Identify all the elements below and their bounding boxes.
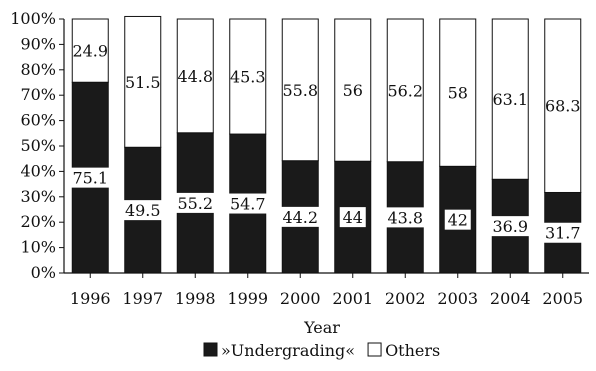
- legend-label-others: Others: [385, 341, 440, 360]
- y-tick-label: 60%: [20, 111, 56, 130]
- y-tick-label: 80%: [20, 60, 56, 79]
- x-tick-label: 2005: [542, 289, 583, 308]
- x-tick-label: 1999: [227, 289, 268, 308]
- data-label: 24.9: [72, 42, 108, 61]
- y-tick-label: 90%: [20, 34, 56, 53]
- x-tick-label: 2003: [437, 289, 478, 308]
- bar-segment-others: [334, 18, 372, 162]
- data-label-box: [68, 167, 113, 188]
- legend: »Undergrading« Others: [203, 341, 440, 360]
- data-label: 43.8: [387, 208, 423, 227]
- bar-segment-others: [176, 18, 214, 134]
- data-label-box: [383, 207, 428, 228]
- y-tick-label: 40%: [20, 161, 56, 180]
- legend-swatch-others: [367, 342, 382, 357]
- data-label-box: [444, 209, 471, 230]
- x-tick-label: 1998: [175, 289, 216, 308]
- data-label-box: [339, 207, 366, 228]
- data-label: 45.3: [230, 68, 266, 87]
- data-label: 58: [448, 84, 468, 103]
- bar-segment-others: [124, 15, 162, 148]
- x-tick-label: 1997: [122, 289, 163, 308]
- data-label: 54.7: [230, 195, 266, 214]
- y-axis-ticks: 0% 10% 20% 30% 40% 50% 60% 70% 80% 90% 100%: [10, 9, 64, 282]
- bar-segment-others: [439, 18, 477, 167]
- data-label-box: [488, 216, 533, 237]
- data-label-box: [278, 206, 323, 227]
- data-label: 44: [343, 208, 363, 227]
- x-axis-title: Year: [303, 318, 340, 337]
- data-label-box: [173, 192, 218, 213]
- data-label: 68.3: [545, 97, 581, 116]
- data-label: 75.1: [72, 169, 108, 188]
- data-label: 51.5: [125, 73, 161, 92]
- data-label: 55.8: [282, 81, 318, 100]
- x-axis-ticks: 1996 1997 1998 1999 2000 2001 2002 2003 2004 2005: [70, 273, 583, 308]
- x-tick-label: 2002: [385, 289, 426, 308]
- data-label-box: [540, 222, 585, 243]
- y-tick-label: 70%: [20, 85, 56, 104]
- data-label: 31.7: [545, 224, 581, 243]
- y-tick-label: 50%: [20, 136, 56, 155]
- legend-label-undergrading: »Undergrading«: [221, 341, 355, 360]
- data-label: 56: [343, 81, 363, 100]
- bar-segment-others: [386, 18, 424, 163]
- y-tick-label: 0%: [31, 263, 56, 282]
- x-tick-label: 2004: [490, 289, 531, 308]
- legend-swatch-undergrading: [203, 342, 218, 357]
- y-tick-label: 20%: [20, 212, 56, 231]
- data-label: 63.1: [492, 90, 528, 109]
- bar-segment-others: [491, 18, 529, 180]
- x-tick-label: 2000: [280, 289, 321, 308]
- data-label-box: [225, 193, 270, 214]
- bar-segment-others: [71, 18, 109, 83]
- bar-segment-others: [229, 18, 267, 135]
- data-label: 36.9: [492, 217, 528, 236]
- y-tick-label: 30%: [20, 187, 56, 206]
- data-label-box: [120, 200, 165, 221]
- data-label: 44.8: [177, 67, 213, 86]
- bar-segment-others: [281, 18, 319, 162]
- x-tick-label: 1996: [70, 289, 111, 308]
- x-tick-label: 2001: [332, 289, 373, 308]
- bar-segment-others: [544, 18, 582, 193]
- data-label: 56.2: [387, 81, 423, 100]
- data-label: 49.5: [125, 201, 161, 220]
- y-tick-label: 100%: [10, 9, 56, 28]
- data-label: 44.2: [282, 208, 318, 227]
- data-label: 42: [448, 211, 468, 230]
- data-label: 55.2: [177, 194, 213, 213]
- y-tick-label: 10%: [20, 238, 56, 257]
- data-labels: 75.1 24.9 49.5 51.5 55.2 44.8 54.7 45.3 44.2 55.8…: [68, 42, 585, 243]
